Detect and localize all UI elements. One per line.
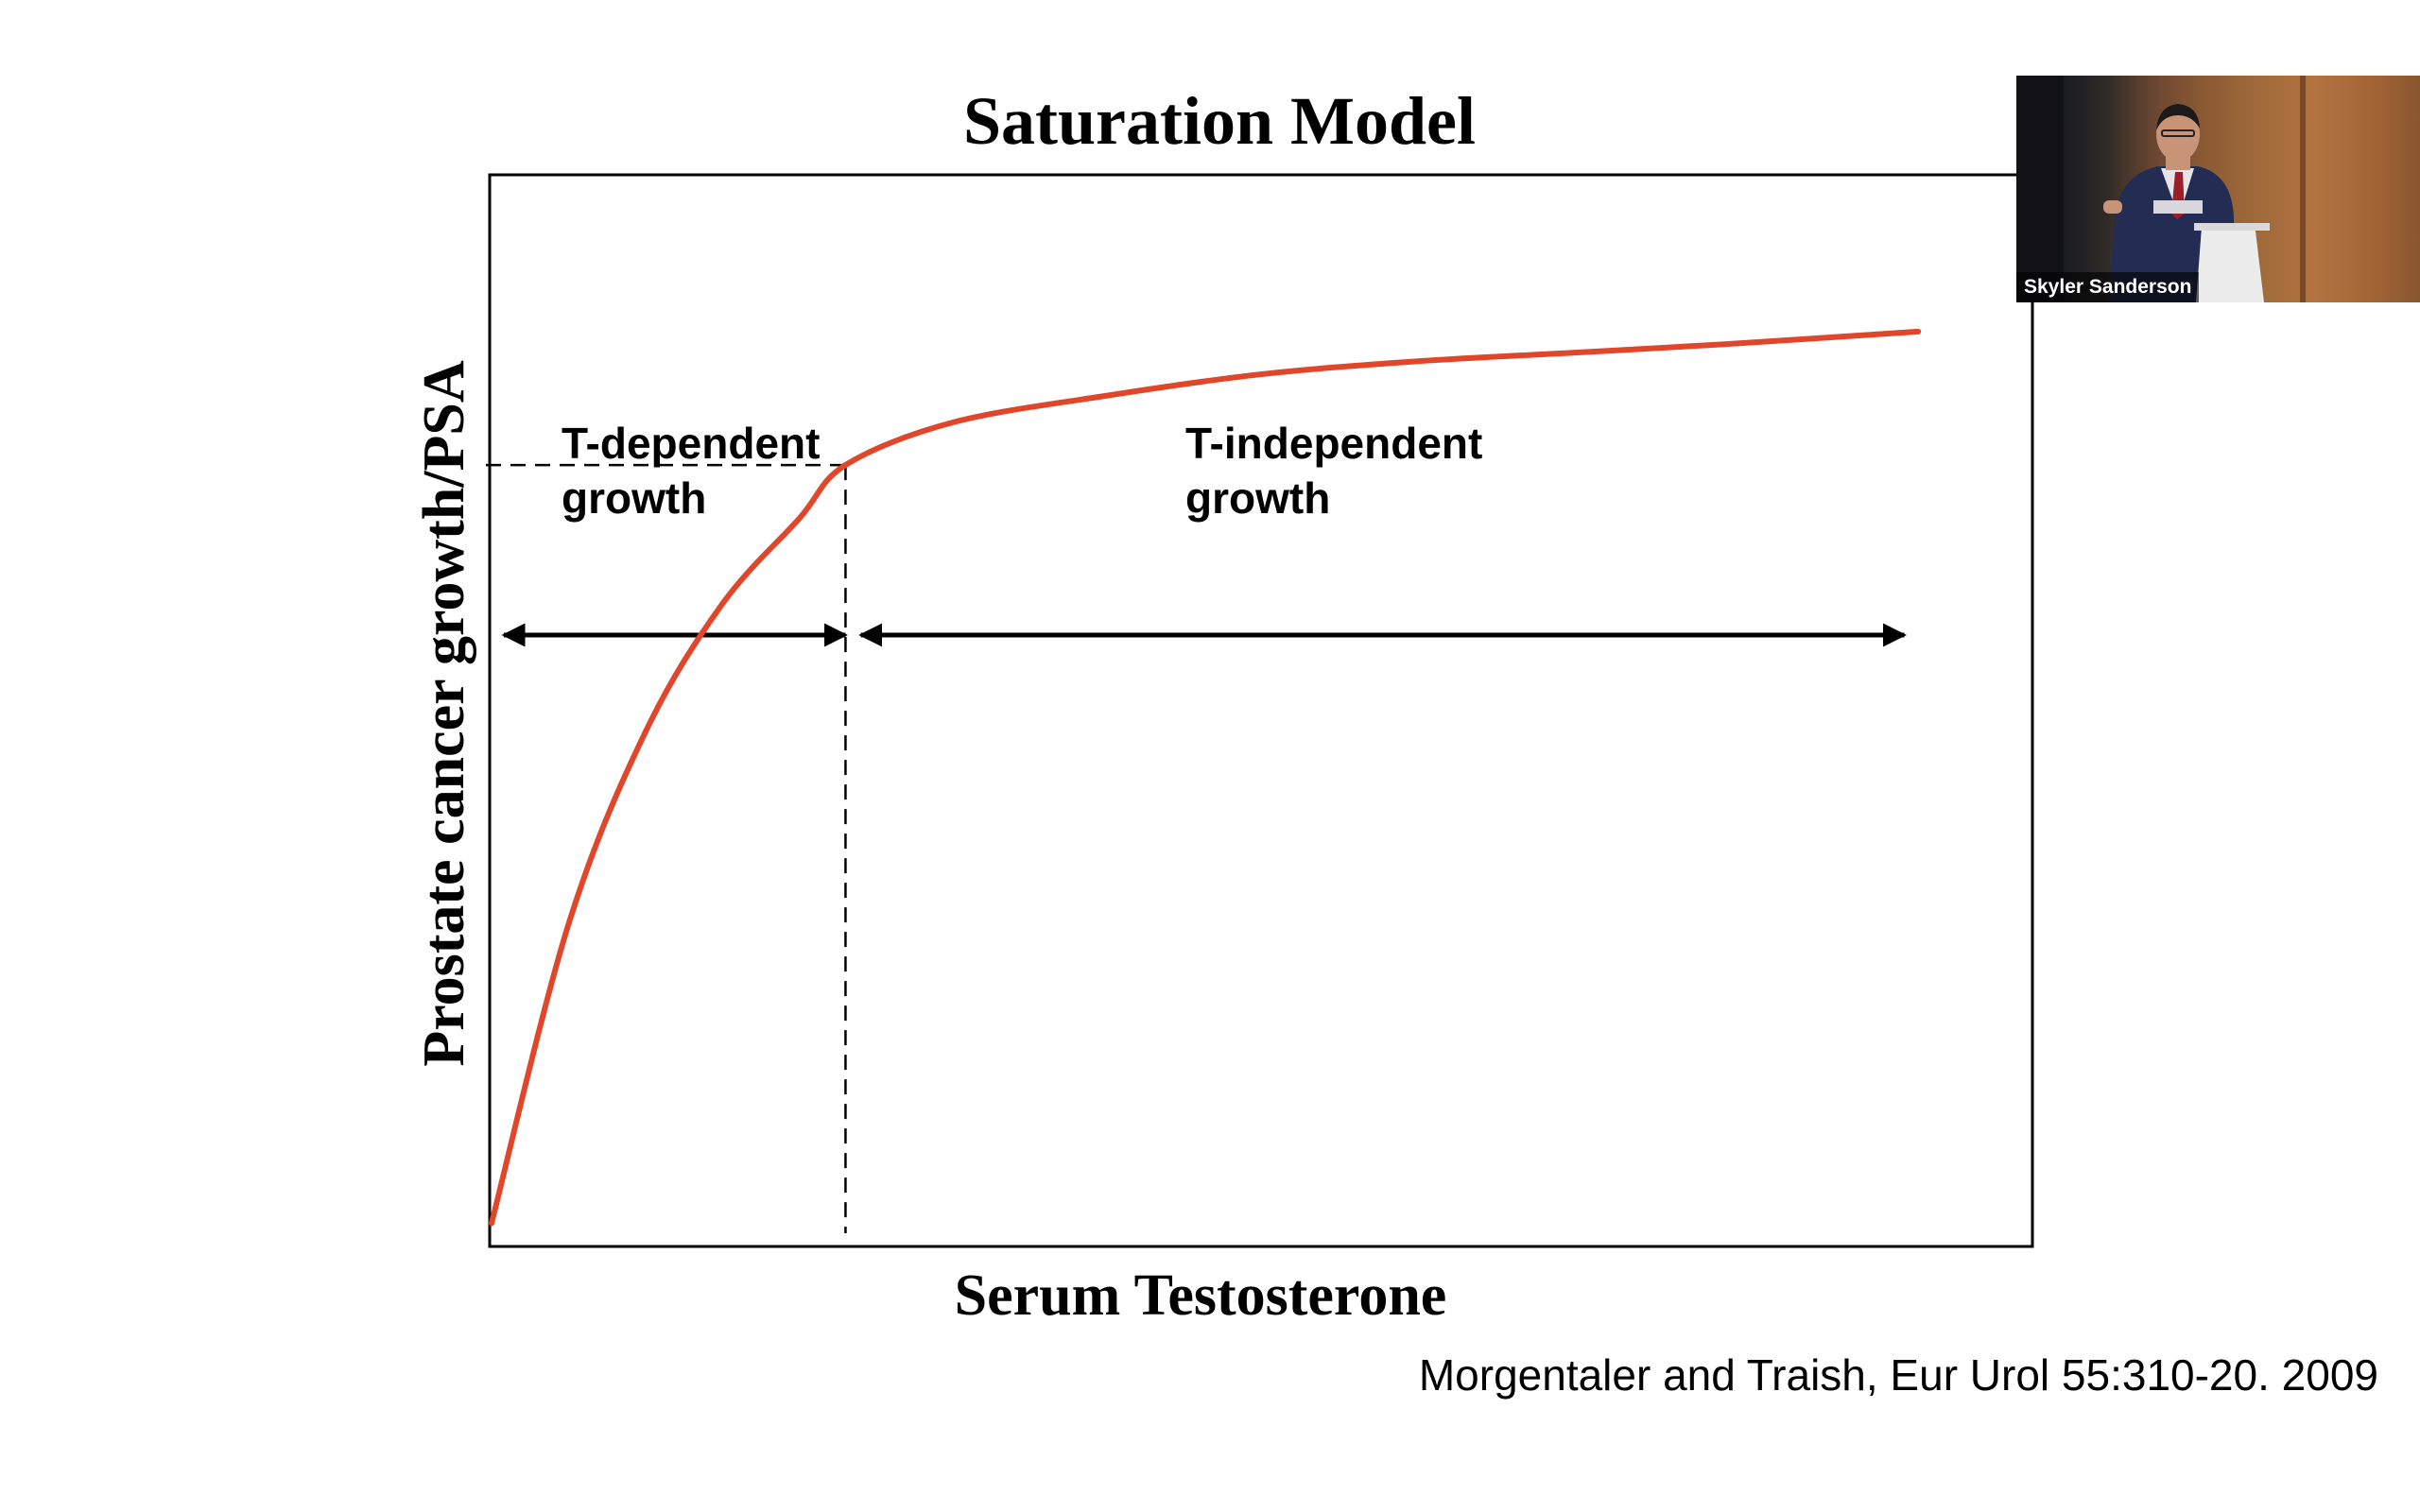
plot-frame bbox=[488, 173, 2034, 1248]
speaker-video bbox=[2016, 76, 2306, 302]
guide-layer bbox=[486, 463, 847, 1233]
hair bbox=[2156, 104, 2200, 130]
citation: Morgentaler and Traish, Eur Urol 55:310-… bbox=[1418, 1350, 2378, 1400]
annotation-label-t-independent-line2: growth bbox=[1185, 473, 1331, 523]
slide-title: Saturation Model bbox=[962, 83, 1476, 159]
speaker-hand bbox=[2103, 200, 2122, 214]
glasses bbox=[2161, 129, 2195, 137]
series-line-saturation-curve bbox=[489, 328, 1922, 1227]
wall-panel bbox=[2300, 76, 2306, 302]
series-layer bbox=[489, 328, 1922, 1227]
y-axis-label: Prostate cancer growth/PSA bbox=[412, 360, 476, 1067]
annotation-label-t-dependent: T-dependent growth bbox=[562, 416, 820, 525]
x-axis-label: Serum Testosterone bbox=[954, 1263, 1447, 1328]
annotation-label-t-dependent-line1: T-dependent bbox=[562, 419, 821, 468]
annotation-label-t-independent-line1: T-independent bbox=[1185, 419, 1483, 468]
podium-top bbox=[2194, 223, 2270, 231]
speaker-name-label: Skyler Sanderson bbox=[2016, 272, 2200, 302]
video-tile[interactable]: Skyler Sanderson bbox=[2016, 76, 2420, 302]
annotation-label-t-independent: T-independent growth bbox=[1185, 416, 1482, 525]
podium bbox=[2196, 223, 2264, 302]
annotation-label-t-dependent-line2: growth bbox=[562, 473, 707, 523]
speaker-head bbox=[2156, 107, 2200, 162]
curtain bbox=[2016, 76, 2064, 302]
laptop bbox=[2153, 200, 2203, 214]
